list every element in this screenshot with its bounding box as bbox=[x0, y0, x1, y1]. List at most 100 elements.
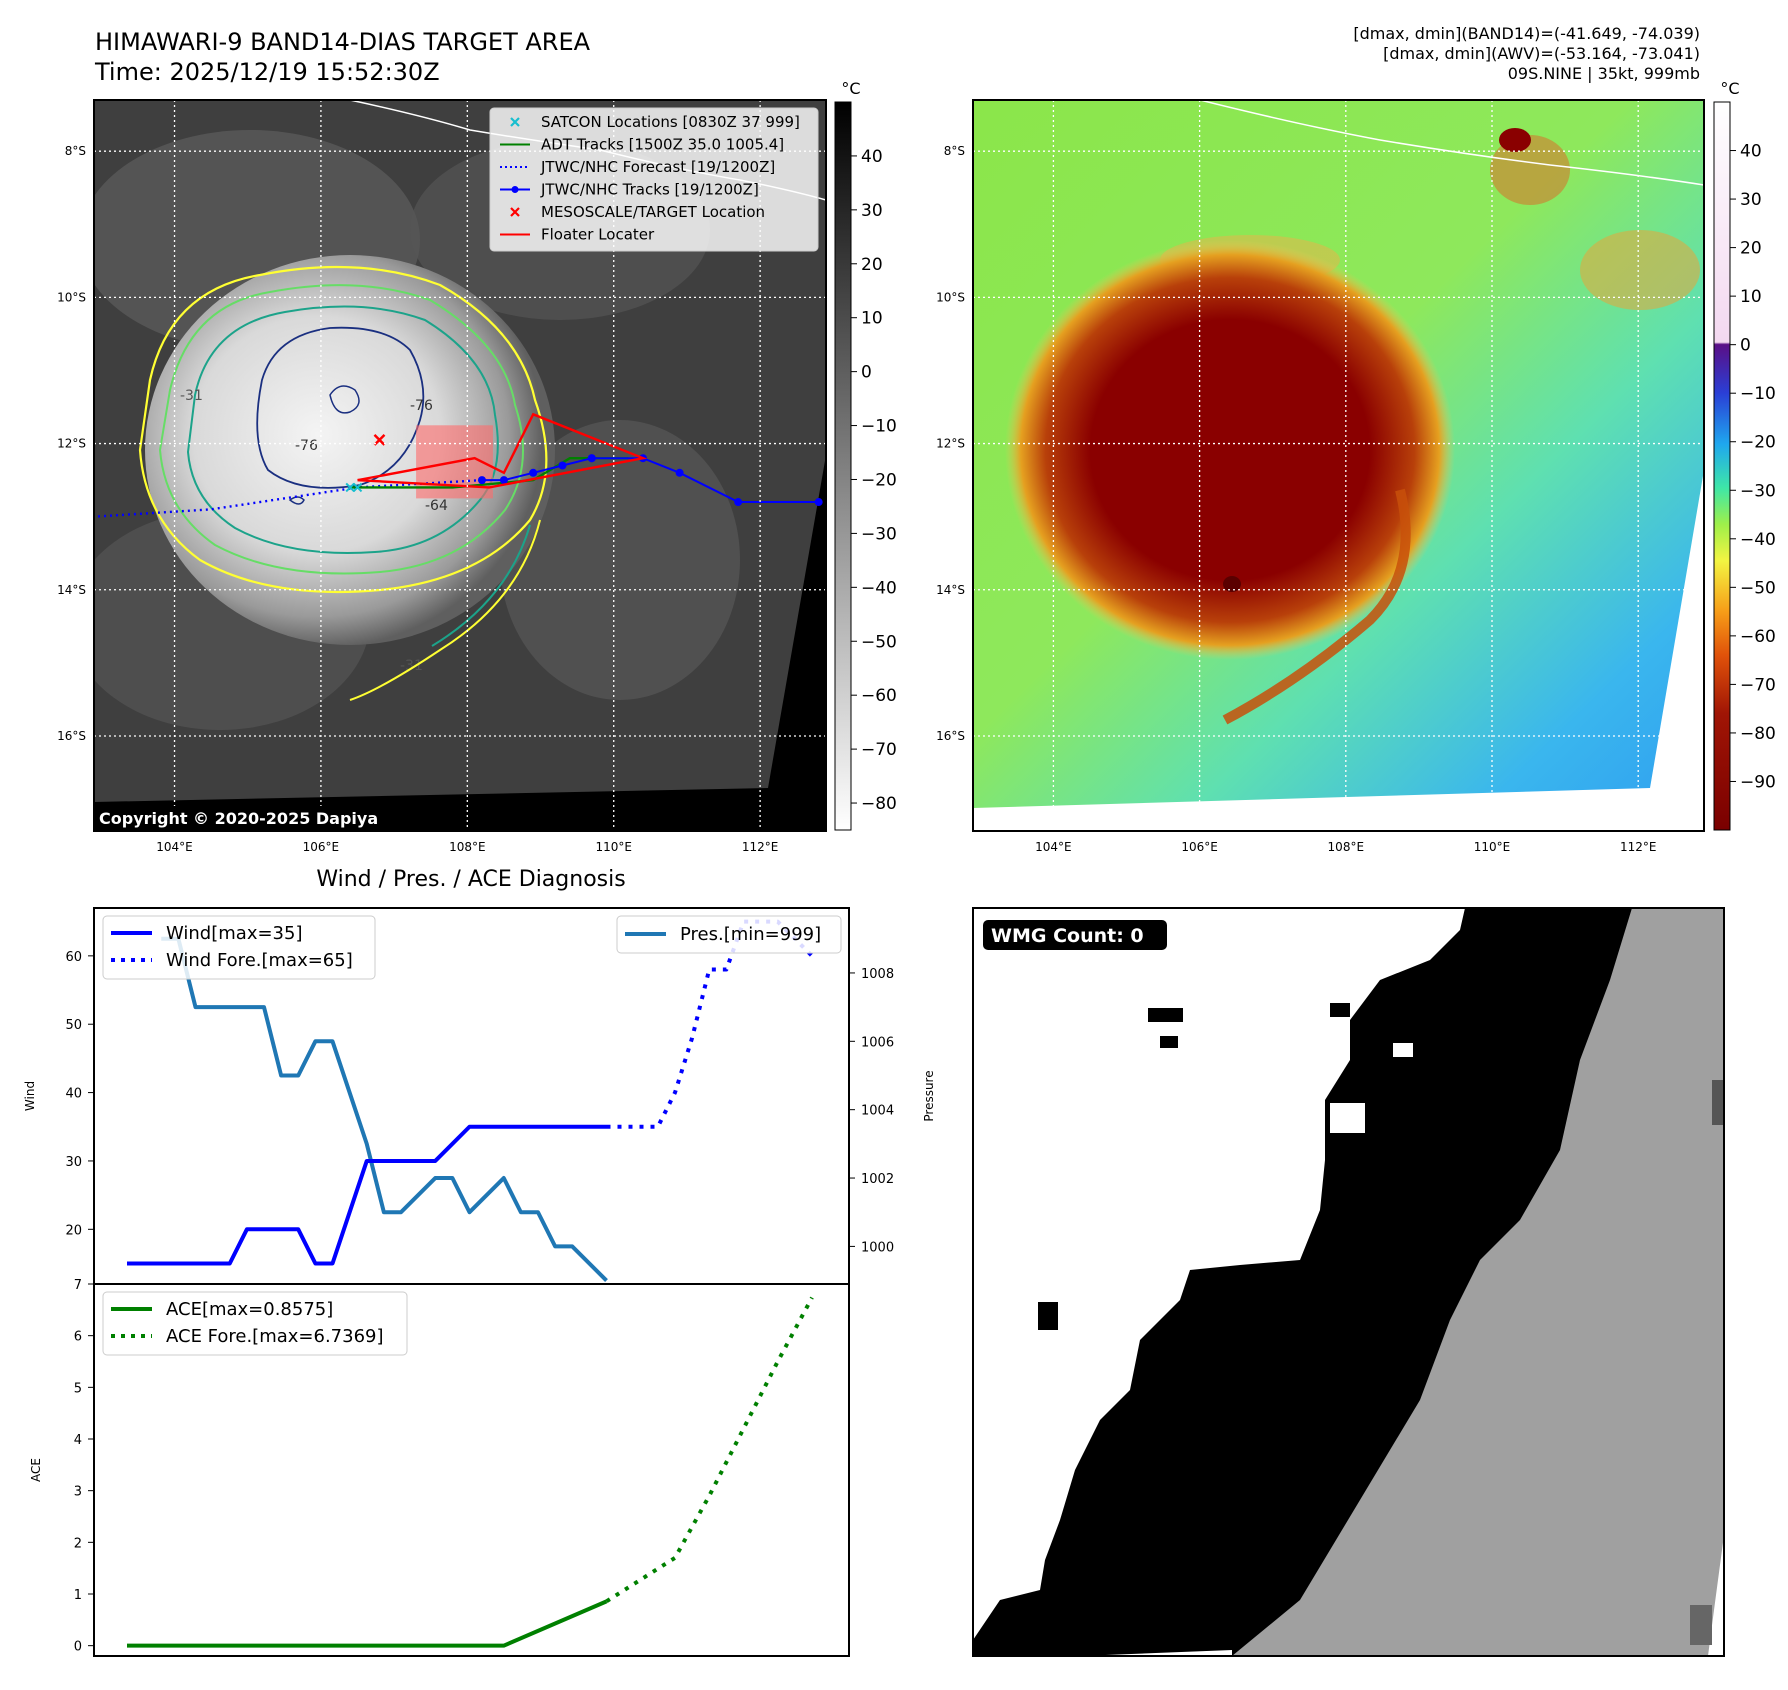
wmg-frame bbox=[972, 907, 1725, 1657]
pres-ytick-label: 1006 bbox=[861, 1035, 894, 1050]
lat-tick-label: 14°S bbox=[936, 583, 965, 597]
lon-tick-label: 112°E bbox=[1620, 840, 1657, 854]
wind-ytick-label: 50 bbox=[65, 1018, 82, 1033]
awv-colorbar: °C 40 30 20 10 0 −10 −20 −30 −40 −50 −60 −70 −80 −90 bbox=[1713, 79, 1776, 831]
ir-legend: SATCON Locations [0830Z 37 999] ADT Track… bbox=[489, 107, 819, 252]
colorbar-tick-label: 40 bbox=[1740, 142, 1762, 162]
lat-tick-label: 14°S bbox=[57, 583, 86, 597]
lat-tick-label: 8°S bbox=[65, 144, 86, 158]
ace-ytick-label: 5 bbox=[74, 1381, 82, 1396]
ace-ytick-label: 7 bbox=[74, 1278, 82, 1293]
legend-wind-fore-label: Wind Fore.[max=65] bbox=[166, 950, 353, 971]
colorbar-tick-label: 30 bbox=[861, 201, 883, 221]
contour-cold bbox=[256, 326, 425, 489]
legend-ace-fore-label: ACE Fore.[max=6.7369] bbox=[166, 1326, 384, 1347]
wmg-gray-region bbox=[1232, 908, 1724, 1656]
colorbar-tick-label: −40 bbox=[1740, 530, 1776, 550]
awv-colorbar-unit: °C bbox=[1720, 79, 1739, 98]
lon-tick-label: 104°E bbox=[1035, 840, 1072, 854]
contour-label-2: -76 bbox=[295, 438, 318, 454]
pres-ytick-label: 1002 bbox=[861, 1172, 894, 1187]
ace-ytick-label: 1 bbox=[74, 1588, 82, 1603]
colorbar-tick-label: 0 bbox=[1740, 336, 1751, 356]
jtwc-track-point bbox=[814, 498, 823, 507]
colorbar-tick-label: 40 bbox=[861, 147, 883, 167]
ir-legend-box bbox=[489, 107, 819, 252]
awv-storm bbox=[1005, 240, 1455, 660]
pres-ytick-label: 1008 bbox=[861, 967, 894, 982]
legend-label: JTWC/NHC Forecast [19/1200Z] bbox=[540, 158, 775, 176]
floater-line bbox=[357, 412, 648, 489]
wind-ytick-label: 30 bbox=[65, 1155, 82, 1170]
contour-green bbox=[158, 284, 524, 575]
ace-ytick-label: 4 bbox=[74, 1433, 82, 1448]
contour-label-4: -31 bbox=[180, 388, 203, 404]
legend-label: JTWC/NHC Tracks [19/1200Z] bbox=[540, 181, 759, 199]
jtwc-track-point bbox=[558, 461, 567, 470]
awv-coastline bbox=[1199, 100, 1704, 186]
colorbar-tick-label: −80 bbox=[861, 794, 897, 814]
jtwc-track-point bbox=[734, 498, 743, 507]
legend-marker bbox=[510, 207, 520, 217]
copyright-box bbox=[94, 806, 406, 831]
satcon-marker bbox=[352, 482, 363, 493]
jtwc-track-point bbox=[499, 476, 508, 485]
colorbar-tick-label: −10 bbox=[861, 417, 897, 437]
wmg-count-box bbox=[983, 920, 1167, 950]
diag-panel: Wind / Pres. / ACE Diagnosis Wind Pressu… bbox=[23, 867, 936, 1657]
colorbar-tick-label: −10 bbox=[1740, 384, 1776, 404]
colorbar-tick-label: 30 bbox=[1740, 190, 1762, 210]
lon-tick-label: 108°E bbox=[449, 840, 486, 854]
lat-tick-label: 10°S bbox=[936, 290, 965, 304]
pressure-ylabel: Pressure bbox=[922, 1070, 936, 1121]
ir-colorbar: °C 40 30 20 10 0 −10 −20 −30 −40 −50 −60 −70 −80 bbox=[834, 79, 897, 831]
wind-ytick-label: 60 bbox=[65, 950, 82, 965]
lon-tick-label: 106°E bbox=[303, 840, 340, 854]
ir-map-panel: -76 -76 -64 -31 -31 Copyright © 2020-202… bbox=[93, 99, 827, 832]
lon-tick-label: 108°E bbox=[1328, 840, 1365, 854]
lon-tick-label: 106°E bbox=[1181, 840, 1218, 854]
pres-legend: Pres.[min=999] bbox=[616, 915, 842, 954]
legend-label: SATCON Locations [0830Z 37 999] bbox=[541, 113, 800, 131]
ace-ytick-label: 2 bbox=[74, 1536, 82, 1551]
ir-frame bbox=[93, 99, 827, 832]
lon-tick-label: 104°E bbox=[156, 840, 193, 854]
colorbar-tick-label: 10 bbox=[1740, 287, 1762, 307]
satcon-marker bbox=[345, 482, 355, 493]
ir-storm-cloud bbox=[145, 255, 555, 645]
wind-ytick-label: 40 bbox=[65, 1087, 82, 1102]
colorbar-tick-label: −30 bbox=[1740, 481, 1776, 501]
ace-ytick-label: 3 bbox=[74, 1485, 82, 1500]
colorbar-tick-label: 20 bbox=[861, 255, 883, 275]
ir-no-data bbox=[94, 455, 826, 831]
wmg-dark-patch bbox=[1712, 1080, 1724, 1125]
colorbar-tick-label: −30 bbox=[861, 524, 897, 544]
lon-tick-label: 112°E bbox=[742, 840, 779, 854]
contour-label-5: -31 bbox=[400, 658, 423, 674]
target-marker bbox=[373, 434, 386, 446]
legend-pres-label: Pres.[min=999] bbox=[680, 924, 821, 945]
contour-label-3: -64 bbox=[425, 498, 448, 514]
legend-label: MESOSCALE/TARGET Location bbox=[541, 203, 765, 221]
jtwc-track-point bbox=[587, 454, 596, 463]
ace-ylabel: ACE bbox=[29, 1458, 43, 1482]
colorbar-tick-label: 0 bbox=[861, 363, 872, 383]
ir-colorbar-unit: °C bbox=[841, 79, 860, 98]
jtwc-track-point bbox=[675, 468, 684, 477]
colorbar-tick-label: −90 bbox=[1740, 772, 1776, 792]
legend-label: Floater Locater bbox=[541, 226, 655, 244]
colorbar-tick-label: 20 bbox=[1740, 239, 1762, 259]
colorbar-tick-label: −40 bbox=[861, 578, 897, 598]
legend-ace-label: ACE[max=0.8575] bbox=[166, 1299, 333, 1320]
diag-title: Wind / Pres. / ACE Diagnosis bbox=[316, 867, 625, 892]
legend-marker bbox=[510, 117, 520, 127]
lat-tick-label: 8°S bbox=[944, 144, 965, 158]
legend-wind-label: Wind[max=35] bbox=[166, 923, 303, 944]
ace-ytick-label: 6 bbox=[74, 1330, 82, 1345]
pres-ytick-label: 1000 bbox=[861, 1240, 894, 1255]
contour-outer bbox=[138, 265, 548, 594]
lat-tick-label: 16°S bbox=[936, 729, 965, 743]
legend-marker-dot bbox=[511, 186, 519, 193]
wind-legend: Wind[max=35] Wind Fore.[max=65] bbox=[102, 915, 376, 980]
colorbar-tick-label: −80 bbox=[1740, 724, 1776, 744]
